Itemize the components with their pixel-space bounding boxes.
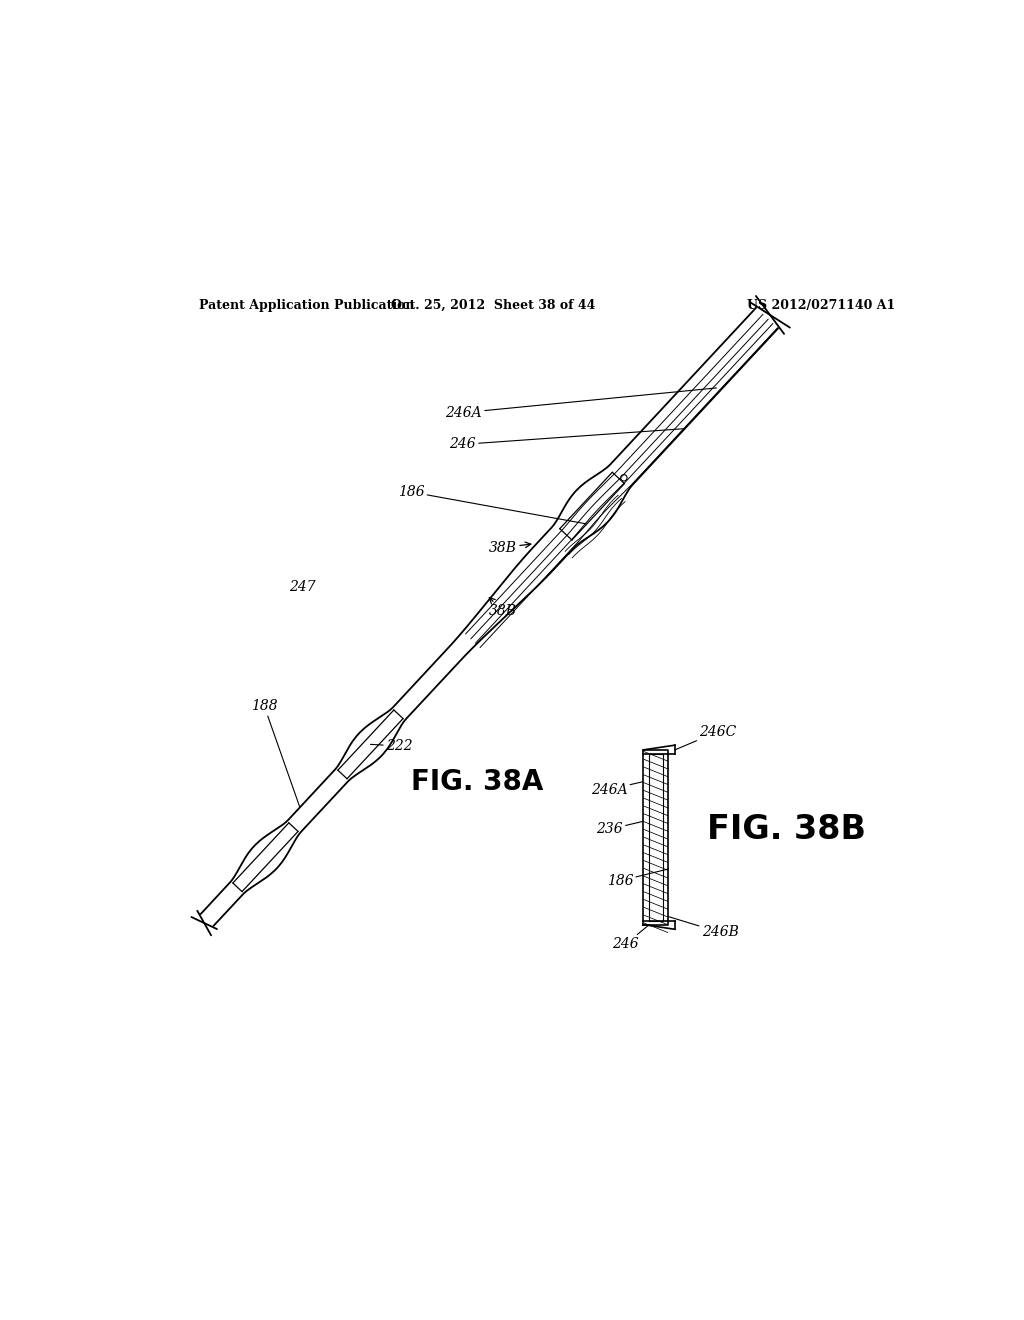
Text: US 2012/0271140 A1: US 2012/0271140 A1 xyxy=(748,300,895,312)
Text: 186: 186 xyxy=(606,869,669,888)
Text: Patent Application Publication: Patent Application Publication xyxy=(200,300,415,312)
Text: 246: 246 xyxy=(612,924,649,952)
Text: 222: 222 xyxy=(371,739,413,752)
Text: 246C: 246C xyxy=(675,725,736,750)
Text: 38B: 38B xyxy=(489,598,517,618)
Text: 246A: 246A xyxy=(591,781,643,796)
Text: 246A: 246A xyxy=(445,388,717,420)
Text: 246: 246 xyxy=(450,429,685,451)
Text: 186: 186 xyxy=(397,484,586,524)
Text: 188: 188 xyxy=(251,700,300,808)
Text: FIG. 38B: FIG. 38B xyxy=(708,813,866,846)
Text: 38B: 38B xyxy=(489,540,530,554)
Text: 246B: 246B xyxy=(669,916,738,940)
Text: 236: 236 xyxy=(596,821,643,837)
Text: Oct. 25, 2012  Sheet 38 of 44: Oct. 25, 2012 Sheet 38 of 44 xyxy=(391,300,595,312)
Text: 247: 247 xyxy=(289,581,316,594)
Text: FIG. 38A: FIG. 38A xyxy=(411,768,544,796)
